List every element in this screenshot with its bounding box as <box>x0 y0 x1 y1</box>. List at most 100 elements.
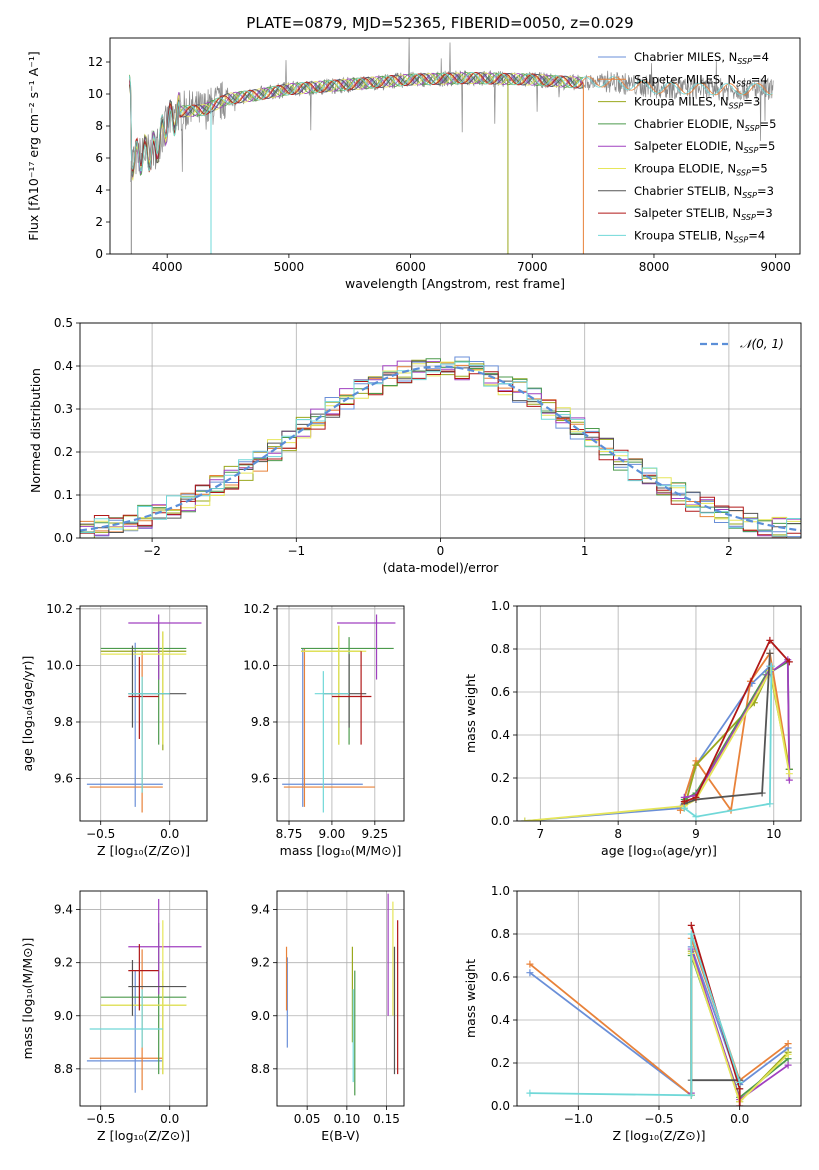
weight-marker <box>736 1085 744 1093</box>
x-tick-label: 7000 <box>517 260 548 274</box>
y-tick-label: 2 <box>95 215 103 229</box>
y-tick-label: 9.6 <box>54 772 73 786</box>
plot-area-mass-vs-Z <box>86 898 202 1093</box>
y-tick-label: 9.6 <box>251 772 270 786</box>
y-tick-label: 0.0 <box>54 531 73 545</box>
plot-area-mass-vs-EBV <box>285 893 399 1096</box>
x-tick-label: −0.5 <box>86 1112 115 1126</box>
y-axis-label: mass weight <box>463 959 478 1038</box>
weight-marker <box>766 649 774 657</box>
legend-label: Chabrier STELIB, NSSP=3 <box>634 184 774 200</box>
x-tick-label: 1 <box>581 544 589 558</box>
model-spectrum <box>129 72 584 176</box>
weight-marker <box>692 813 700 821</box>
y-axis-label: Normed distribution <box>28 368 43 493</box>
x-tick-label: −1.0 <box>564 1112 593 1126</box>
x-tick-label: 9.00 <box>319 827 346 841</box>
model-spectrum <box>129 71 773 172</box>
x-axis-label: mass [log₁₀(M/M⊙)] <box>280 843 402 858</box>
y-tick-label: 6 <box>95 151 103 165</box>
y-tick-label: 8.8 <box>251 1062 270 1076</box>
legend-label: Kroupa STELIB, NSSP=4 <box>634 228 765 244</box>
weight-marker <box>784 1061 792 1069</box>
axes-frame <box>276 605 405 822</box>
x-axis-label: Z [log₁₀(Z/Z⊙)] <box>97 843 190 858</box>
y-axis-label: mass [log₁₀(M/M⊙)] <box>20 938 35 1060</box>
y-tick-label: 0.8 <box>491 927 510 941</box>
x-tick-label: 0 <box>437 544 445 558</box>
y-tick-label: 0.2 <box>491 1056 510 1070</box>
weight-series <box>683 638 790 803</box>
y-tick-label: 10 <box>88 87 103 101</box>
weight-marker <box>767 662 775 670</box>
y-tick-label: 1.0 <box>491 599 510 613</box>
y-tick-label: 0.4 <box>491 728 510 742</box>
y-tick-label: 8 <box>95 119 103 133</box>
weight-marker <box>766 636 774 644</box>
x-tick-label: 0.10 <box>333 1112 360 1126</box>
x-tick-label: 0.0 <box>730 1112 749 1126</box>
y-tick-label: 4 <box>95 183 103 197</box>
weight-marker <box>736 1078 744 1086</box>
plot-area-age-vs-mass <box>282 614 396 813</box>
plot-area-weight-vs-Z <box>526 921 792 1106</box>
weight-marker <box>692 793 700 801</box>
y-tick-label: 0.6 <box>491 685 510 699</box>
y-tick-label: 0.4 <box>54 359 73 373</box>
model-spectrum <box>129 72 584 177</box>
y-tick-label: 0.5 <box>54 316 73 330</box>
y-tick-label: 9.0 <box>54 1009 73 1023</box>
weight-series <box>529 933 741 1097</box>
legend-label: 𝒩(0, 1) <box>740 337 784 351</box>
legend-label: Kroupa ELODIE, NSSP=5 <box>634 162 768 178</box>
weight-marker <box>784 1040 792 1048</box>
weight-series <box>524 667 791 821</box>
y-tick-label: 10.0 <box>46 658 73 672</box>
weight-marker <box>687 921 695 929</box>
axes-frame <box>79 322 802 539</box>
legend-label: Salpeter STELIB, NSSP=3 <box>634 206 773 222</box>
weight-marker <box>680 804 688 812</box>
x-tick-label: 6000 <box>395 260 426 274</box>
x-tick-label: 9 <box>692 827 700 841</box>
axes-frame <box>516 890 802 1107</box>
y-tick-label: 0.0 <box>491 814 510 828</box>
figure-title: PLATE=0879, MJD=52365, FIBERID=0050, z=0… <box>246 14 633 32</box>
x-tick-label: 4000 <box>152 260 183 274</box>
weight-series <box>679 650 791 813</box>
axes-frame <box>109 37 801 255</box>
weight-marker <box>676 806 684 814</box>
y-tick-label: 0.0 <box>491 1099 510 1113</box>
x-axis-label: wavelength [Angstrom, rest frame] <box>345 276 565 291</box>
y-tick-label: 9.0 <box>251 1009 270 1023</box>
x-tick-label: −1 <box>287 544 305 558</box>
legend: Chabrier MILES, NSSP=4 Salpeter MILES, NS… <box>598 50 776 244</box>
axes-frame <box>79 890 208 1107</box>
x-tick-label: 9.25 <box>361 827 388 841</box>
y-axis-label: mass weight <box>463 674 478 753</box>
x-tick-label: 8 <box>614 827 622 841</box>
normal-reference-curve <box>80 365 801 532</box>
y-tick-label: 9.4 <box>54 903 73 917</box>
x-tick-label: 7 <box>537 827 545 841</box>
x-axis-label: E(B-V) <box>321 1128 360 1143</box>
y-tick-label: 0.1 <box>54 488 73 502</box>
weight-marker <box>784 1050 792 1058</box>
y-tick-label: 10.2 <box>243 602 270 616</box>
x-tick-label: 8000 <box>639 260 670 274</box>
y-tick-label: 0.2 <box>54 445 73 459</box>
y-tick-label: 0.2 <box>491 771 510 785</box>
x-tick-label: 8.75 <box>276 827 303 841</box>
weight-marker <box>521 817 529 821</box>
x-tick-label: 0.0 <box>160 827 179 841</box>
legend-label: Chabrier ELODIE, NSSP=5 <box>634 117 776 133</box>
x-tick-label: 2 <box>725 544 733 558</box>
weight-marker <box>526 960 534 968</box>
y-tick-label: 0.6 <box>491 970 510 984</box>
x-tick-label: 0.15 <box>373 1112 400 1126</box>
y-tick-label: 0.4 <box>491 1013 510 1027</box>
y-axis-label: age [log₁₀(age/yr)] <box>20 656 35 772</box>
y-tick-label: 9.2 <box>54 956 73 970</box>
weight-marker <box>687 930 695 938</box>
axes-frame <box>276 890 405 1107</box>
